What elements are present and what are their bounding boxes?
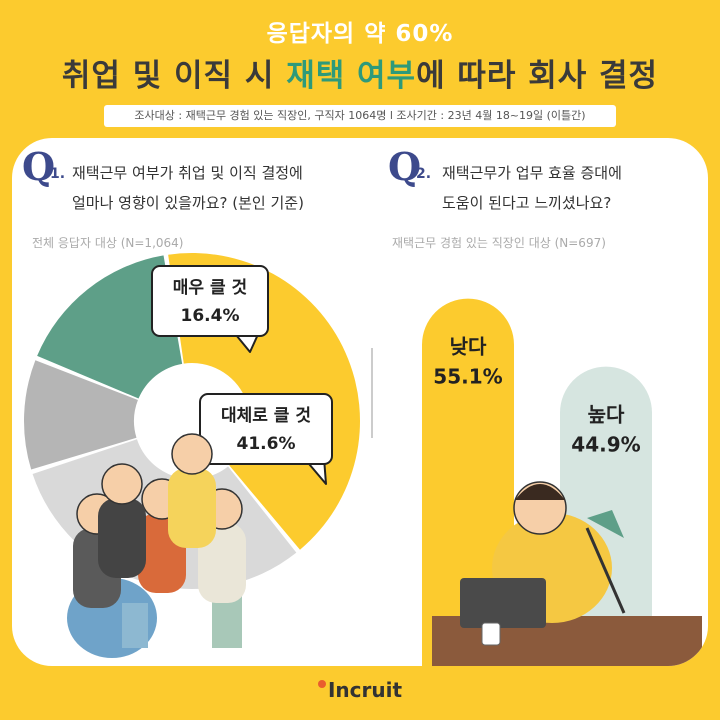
desk-illustration (432, 481, 702, 666)
q2-line1: 재택근무가 업무 효율 증대에 (442, 164, 622, 182)
lamp-arm-icon (585, 527, 626, 614)
building-icon (122, 603, 148, 648)
q2-mark: Q (388, 144, 422, 189)
pie-callout-1: 대체로 클 것 41.6% (199, 393, 333, 485)
logo: Incruit (327, 678, 403, 702)
q1-number: 1. (50, 166, 66, 182)
pie-value-1: 41.6% (237, 434, 296, 454)
bar-value-label-1: 44.9% (571, 433, 640, 457)
man-hair-icon (515, 484, 565, 500)
q2-line2: 도움이 된다고 느끼셨나요? (442, 194, 612, 212)
bar-category-label-0: 낮다 (450, 335, 487, 359)
q1-note: 전체 응답자 대상 (N=1,064) (32, 236, 184, 250)
title-part2: 에 따라 회사 결정 (416, 58, 659, 94)
person-body-3 (168, 468, 216, 548)
subtitle: 응답자의 약 60% (266, 21, 454, 47)
survey-info: 조사대상 : 재택근무 경험 있는 직장인, 구직자 1064명 l 조사기간 … (104, 105, 616, 127)
header: 응답자의 약 60% 취업 및 이직 시 재택 여부에 따라 회사 결정 조사대… (0, 0, 720, 130)
q1-line1: 재택근무 여부가 취업 및 이직 결정에 (72, 164, 303, 182)
logo-dot-icon (317, 680, 326, 688)
building-icon-2 (212, 596, 242, 648)
people-illustration (67, 433, 246, 658)
content-card: Q 1. 재택근무 여부가 취업 및 이직 결정에 얼마나 영향이 있을까요? … (12, 138, 708, 666)
divider (371, 348, 373, 438)
pie-label-1: 대체로 클 것 (221, 406, 311, 426)
footer: Incruit (0, 678, 720, 708)
bar-category-label-1: 높다 (588, 403, 625, 427)
pie-value-0: 16.4% (181, 306, 240, 326)
q2-question: 재택근무가 업무 효율 증대에 도움이 된다고 느끼셨나요? (442, 158, 622, 218)
callout-box-1 (199, 393, 333, 465)
q2-number: 2. (416, 166, 432, 182)
bar-value-label-0: 55.1% (433, 365, 502, 389)
q2-note: 재택근무 경험 있는 직장인 대상 (N=697) (392, 236, 606, 250)
person-head-4 (101, 463, 143, 505)
title-highlight: 재택 여부 (286, 58, 417, 94)
q1-question: 재택근무 여부가 취업 및 이직 결정에 얼마나 영향이 있을까요? (본인 기… (72, 158, 304, 218)
pie-slice-0 (37, 255, 183, 399)
lamp-head-icon (587, 510, 624, 538)
person-head-3 (171, 433, 213, 475)
mug-icon (481, 622, 501, 646)
callout-box-0 (151, 265, 269, 337)
q1-mark: Q (22, 144, 56, 189)
title-part1: 취업 및 이직 시 (61, 58, 287, 94)
person-body-4 (98, 498, 146, 578)
pie-slice-3 (24, 360, 138, 470)
laptop-icon (460, 578, 546, 628)
pie-callout-0: 매우 클 것 16.4% (151, 265, 269, 353)
main-title: 취업 및 이직 시 재택 여부에 따라 회사 결정 (0, 50, 720, 95)
pie-label-0: 매우 클 것 (173, 278, 247, 298)
bar-0 (422, 298, 514, 666)
charts-svg: 매우 클 것 16.4% 대체로 클 것 41.6% 낮다 55.1% 높다 44.9% (24, 253, 702, 666)
q1-line2: 얼마나 영향이 있을까요? (본인 기준) (72, 194, 304, 212)
